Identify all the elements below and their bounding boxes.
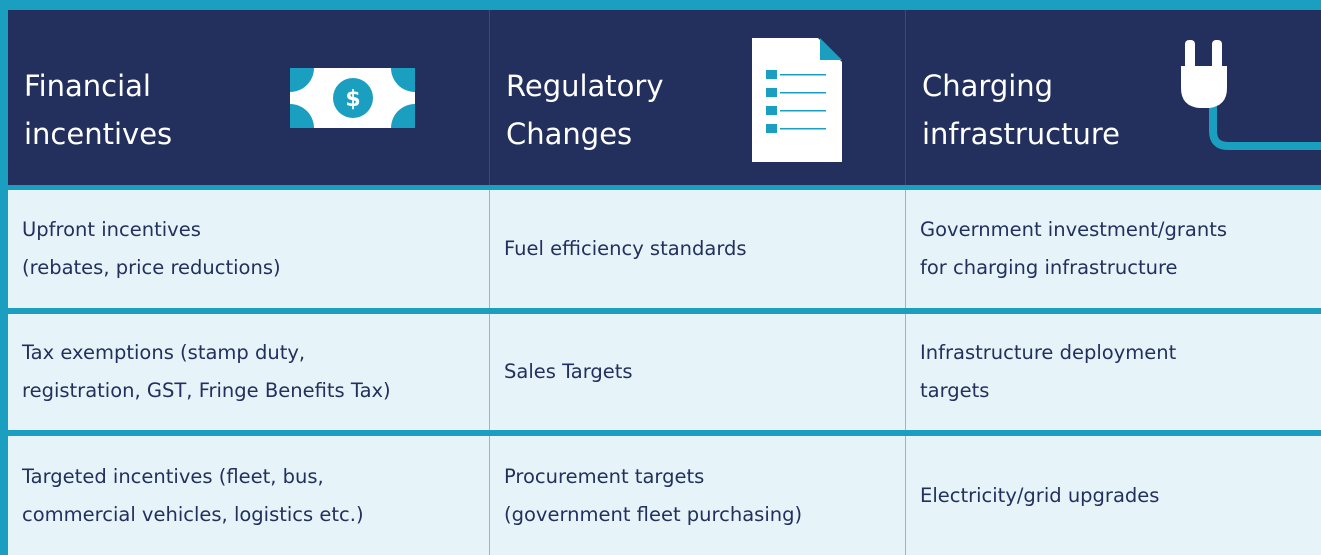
- cell-line: Fuel efficiency standards: [504, 237, 747, 260]
- table-cell: Electricity/grid upgrades: [906, 436, 1321, 555]
- icon-symbol: $: [345, 87, 360, 112]
- title-line: Financial: [24, 69, 151, 103]
- title-line: Charging: [922, 69, 1054, 103]
- table-cell: Upfront incentives (rebates, price reduct…: [8, 190, 490, 308]
- cell-line: commercial vehicles, logistics etc.): [22, 502, 364, 526]
- cell-line: (rebates, price reductions): [22, 256, 281, 279]
- cell-line: Electricity/grid upgrades: [920, 483, 1160, 507]
- title-line: incentives: [24, 117, 173, 151]
- header-cell: Charging infrastructure: [906, 10, 1321, 185]
- header-title: Charging infrastructure: [922, 62, 1120, 158]
- table-cell: Infrastructure deployment targets: [906, 314, 1321, 430]
- cell-line: Tax exemptions (stamp duty,: [22, 341, 306, 364]
- cell-line: Upfront incentives: [22, 218, 201, 241]
- table-cell: Targeted incentives (fleet, bus, commerci…: [8, 436, 490, 555]
- cell-line: Procurement targets: [504, 464, 705, 488]
- title-line: Regulatory: [506, 69, 664, 103]
- cell-line: targets: [920, 379, 990, 402]
- plug-icon: [1181, 40, 1321, 150]
- cell-line: Sales Targets: [504, 360, 633, 383]
- cell-line: for charging infrastructure: [920, 256, 1178, 279]
- cell-line: registration, GST, Fringe Benefits Tax): [22, 379, 391, 402]
- table-cell: Procurement targets (government fleet pur…: [490, 436, 906, 555]
- table-cell: Sales Targets: [490, 314, 906, 430]
- header-title: Regulatory Changes: [506, 62, 664, 158]
- cell-line: (government fleet purchasing): [504, 502, 803, 526]
- header-title: Financial incentives: [24, 62, 172, 158]
- cell-line: Infrastructure deployment: [920, 341, 1177, 364]
- document-icon: [752, 38, 842, 162]
- cell-line: Targeted incentives (fleet, bus,: [22, 464, 324, 488]
- table-cell: Government investment/grants for charging…: [906, 190, 1321, 308]
- title-line: Changes: [506, 117, 633, 151]
- table-cell: Fuel efficiency standards: [490, 190, 906, 308]
- title-line: infrastructure: [922, 117, 1120, 151]
- money-icon: $: [290, 68, 415, 128]
- cell-line: Government investment/grants: [920, 218, 1228, 241]
- table-cell: Tax exemptions (stamp duty, registration,…: [8, 314, 490, 430]
